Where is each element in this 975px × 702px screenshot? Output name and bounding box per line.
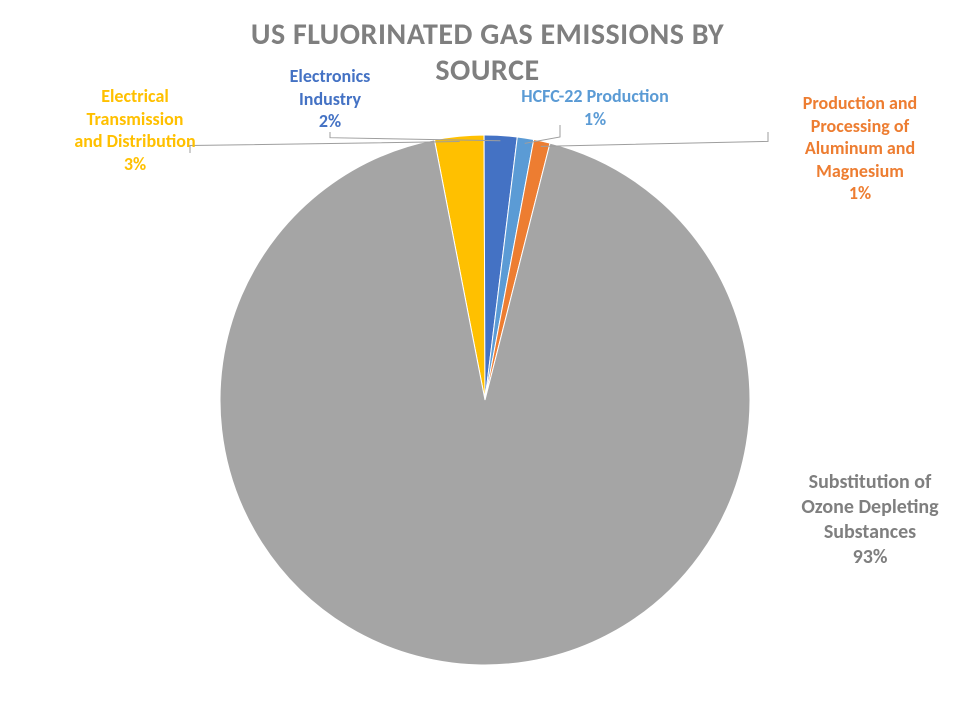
pie-label-line: Production and — [760, 92, 960, 115]
pie-label-ozone: Substitution ofOzone DepletingSubstances… — [775, 470, 965, 570]
pie-label-electrical: ElectricalTransmissionand Distribution3% — [35, 85, 235, 175]
pie-label-line: Industry — [255, 88, 405, 111]
pie-label-line: 1% — [480, 108, 710, 131]
pie-label-line: Electrical — [35, 85, 235, 108]
pie-label-line: Transmission — [35, 108, 235, 131]
pie-label-line: Electronics — [255, 65, 405, 88]
pie-label-line: 1% — [760, 182, 960, 205]
pie-label-line: and Distribution — [35, 130, 235, 153]
pie-label-line: 2% — [255, 110, 405, 133]
pie-label-line: Ozone Depleting — [775, 495, 965, 520]
pie-label-line: Substances — [775, 520, 965, 545]
pie-label-line: 93% — [775, 545, 965, 570]
pie-labels-layer: ElectricalTransmissionand Distribution3%… — [0, 0, 975, 702]
pie-label-line: Processing of — [760, 115, 960, 138]
pie-label-line: HCFC-22 Production — [480, 85, 710, 108]
pie-label-line: Substitution of — [775, 470, 965, 495]
pie-label-aluminum: Production andProcessing ofAluminum andM… — [760, 92, 960, 205]
pie-label-hcfc22: HCFC-22 Production1% — [480, 85, 710, 130]
pie-label-line: Aluminum and — [760, 137, 960, 160]
pie-label-line: 3% — [35, 153, 235, 176]
pie-label-line: Magnesium — [760, 160, 960, 183]
pie-label-electronics: ElectronicsIndustry2% — [255, 65, 405, 133]
